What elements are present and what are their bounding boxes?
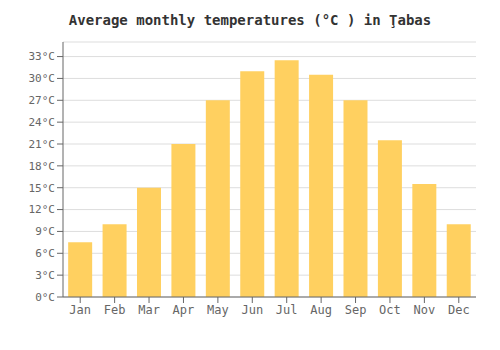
svg-text:30°C: 30°C [29, 72, 56, 85]
svg-text:Apr: Apr [173, 303, 195, 317]
svg-text:21°C: 21°C [29, 138, 56, 151]
svg-text:15°C: 15°C [29, 182, 56, 195]
svg-text:0°C: 0°C [35, 291, 55, 304]
svg-text:24°C: 24°C [29, 116, 56, 129]
svg-text:27°C: 27°C [29, 94, 56, 107]
svg-text:Mar: Mar [138, 303, 160, 317]
svg-text:Aug: Aug [310, 303, 332, 317]
svg-text:Sep: Sep [345, 303, 367, 317]
svg-text:18°C: 18°C [29, 160, 56, 173]
svg-text:Feb: Feb [104, 303, 126, 317]
svg-text:6°C: 6°C [35, 247, 55, 260]
svg-text:Jul: Jul [276, 303, 298, 317]
svg-text:9°C: 9°C [35, 225, 55, 238]
svg-text:Nov: Nov [414, 303, 436, 317]
html-text:Average monthly temperatures (: Average monthly temperatures (°C ) in Ţa… [68, 12, 432, 28]
svg-text:May: May [207, 303, 229, 317]
svg-text:Jan: Jan [69, 303, 91, 317]
svg-text:33°C: 33°C [29, 50, 56, 63]
svg-text:12°C: 12°C [29, 203, 56, 216]
svg-text:Jun: Jun [241, 303, 263, 317]
svg-text:3°C: 3°C [35, 269, 55, 282]
svg-text:Oct: Oct [379, 303, 401, 317]
svg-text:Dec: Dec [448, 303, 470, 317]
